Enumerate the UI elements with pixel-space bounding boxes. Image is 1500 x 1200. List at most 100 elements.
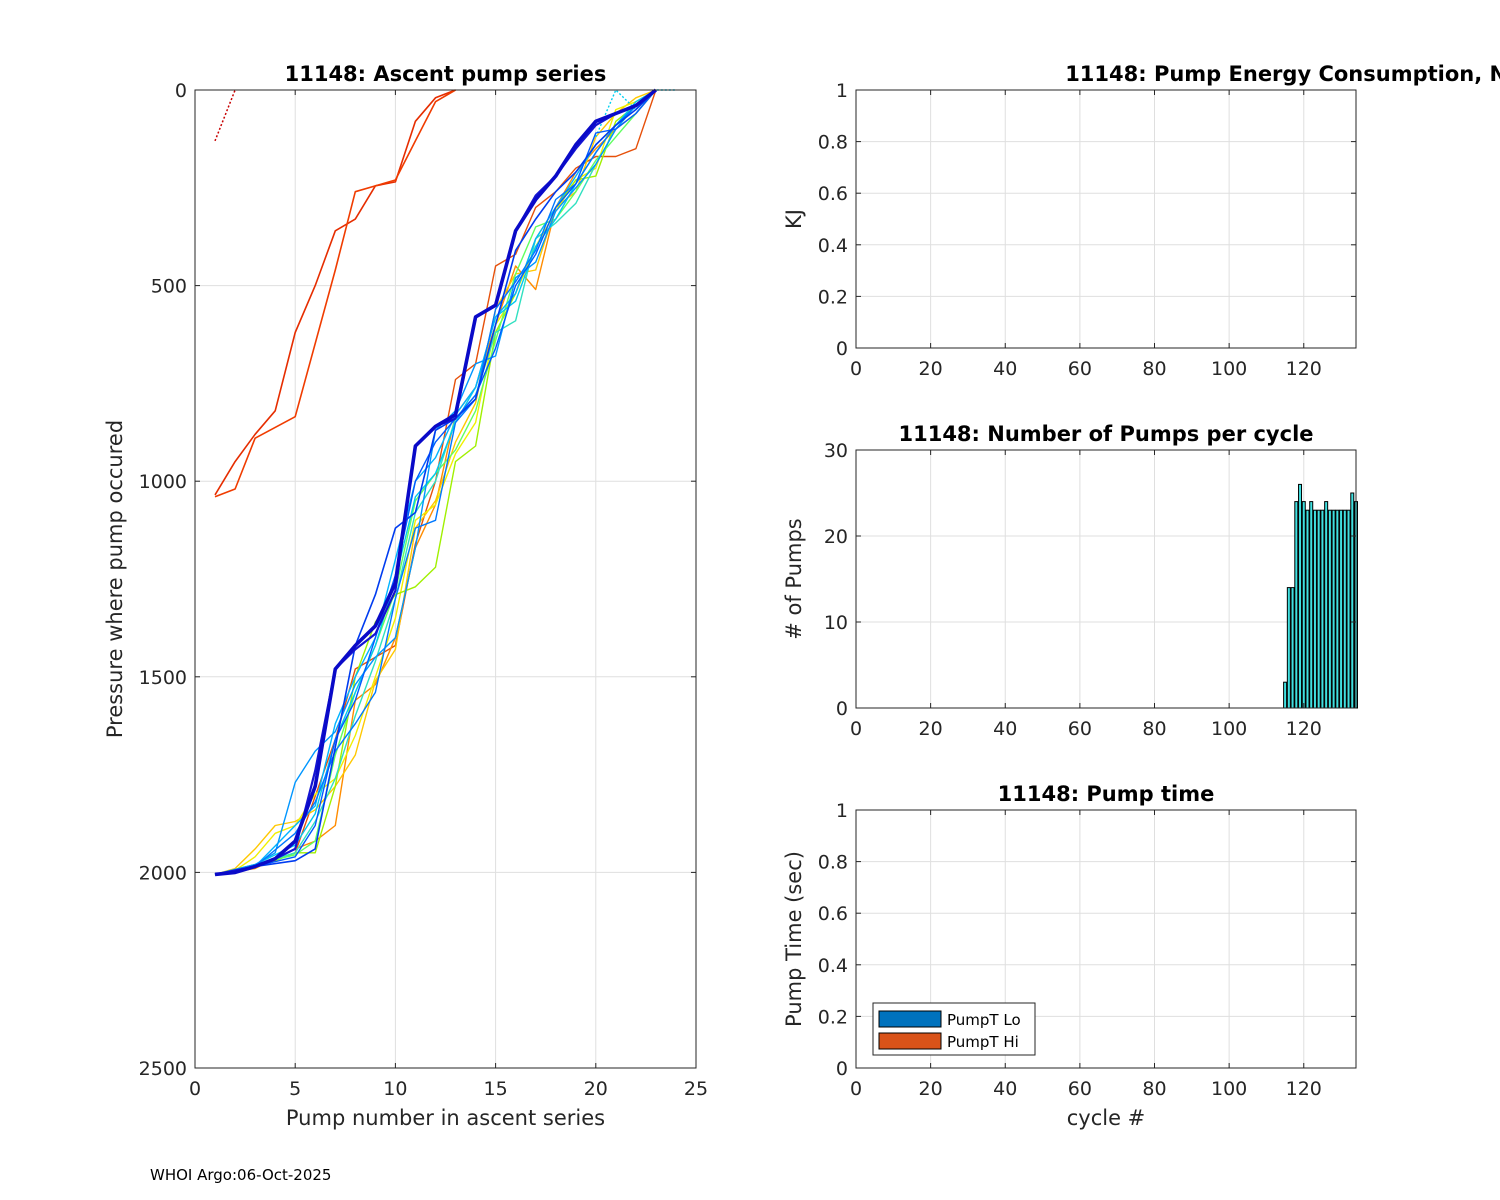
energy-axes-box [855, 89, 1357, 349]
numpumps-y-tick-label: 30 [824, 440, 848, 462]
energy-y-tick-label: 0.8 [818, 132, 848, 154]
energy-x-tick-label: 120 [1286, 358, 1322, 380]
pumptime-y-tick-label: 0.8 [818, 852, 848, 874]
energy-x-tick-label: 80 [1142, 358, 1166, 380]
ascent-x-tick-label: 5 [289, 1078, 301, 1100]
legend-label-lo: PumpT Lo [947, 1011, 1021, 1029]
series-line-cycle-007 [214, 89, 657, 876]
numpumps-bar [1298, 483, 1303, 709]
numpumps-bar [1309, 501, 1314, 709]
numpumps-x-tick-label: 0 [850, 718, 862, 740]
ascent-y-tick-label: 1500 [139, 667, 187, 689]
numpumps-bar [1324, 501, 1329, 709]
ascent-y-tick-label: 1000 [139, 471, 187, 493]
pump-time-chart: 0 20 40 60 80 100 120 0 0.2 0.4 0.6 0.8 1 11148: Pum… [782, 782, 1357, 1130]
ascent-x-tick-label: 10 [383, 1078, 407, 1100]
series-line-cycle-003 [214, 89, 456, 498]
pumptime-x-tick-label: 60 [1068, 1078, 1092, 1100]
numpumps-x-tick-label: 20 [919, 718, 943, 740]
energy-x-tick-label: 100 [1211, 358, 1247, 380]
energy-x-tick-label: 0 [850, 358, 862, 380]
numpumps-x-tick-label: 120 [1286, 718, 1322, 740]
ascent-x-tick-label: 20 [584, 1078, 608, 1100]
numpumps-bar [1301, 501, 1306, 709]
energy-x-tick-label: 20 [919, 358, 943, 380]
energy-chart-title: 11148: Pump Energy Consumption, Net = 0.… [1065, 62, 1500, 86]
numpumps-bar [1339, 509, 1344, 709]
ascent-x-tick-label: 0 [189, 1078, 201, 1100]
ascent-y-tick-label: 0 [175, 80, 187, 102]
numpumps-grid [855, 449, 1356, 709]
series-line-cycle-010 [214, 89, 657, 876]
ascent-pump-series-chart: 0 5 10 15 20 25 0 500 1000 1500 2000 2500 11148: As… [103, 62, 708, 1130]
energy-x-tick-label: 40 [993, 358, 1017, 380]
ascent-x-axis-label: Pump number in ascent series [286, 1106, 605, 1130]
pumptime-x-tick-label: 100 [1211, 1078, 1247, 1100]
numpumps-bar [1350, 492, 1355, 709]
numpumps-bar [1331, 509, 1336, 709]
energy-x-tick-label: 60 [1068, 358, 1092, 380]
pumps-per-cycle-chart: 0 20 40 60 80 100 120 0 10 20 30 11148: Number of … [782, 422, 1359, 740]
energy-grid [855, 89, 1356, 349]
numpumps-bar [1320, 509, 1325, 709]
legend-swatch-lo [878, 1010, 942, 1028]
numpumps-tick-labels: 0 20 40 60 80 100 120 0 10 20 30 [824, 440, 1356, 740]
series-line-cycle-015 [214, 89, 657, 876]
ascent-x-tick-label: 25 [684, 1078, 708, 1100]
pumptime-tick-labels: 0 20 40 60 80 100 120 0 0.2 0.4 0.6 0.8 1 [818, 800, 1356, 1100]
pumptime-y-axis-label: Pump Time (sec) [782, 851, 806, 1027]
numpumps-bar [1283, 681, 1288, 709]
numpumps-bar [1316, 509, 1321, 709]
energy-y-axis-label: KJ [782, 209, 806, 229]
numpumps-bar [1286, 587, 1291, 709]
ascent-x-tick-label: 15 [484, 1078, 508, 1100]
energy-tick-labels: 0 20 40 60 80 100 120 0 0.2 0.4 0.6 0.8 1 [818, 80, 1356, 380]
numpumps-bar [1312, 509, 1317, 709]
pumptime-x-tick-label: 0 [850, 1078, 862, 1100]
pumptime-x-axis-label: cycle # [1067, 1106, 1146, 1130]
pumptime-axes-box [855, 809, 1357, 1069]
ascent-y-tick-label: 2500 [139, 1058, 187, 1080]
numpumps-bars [1283, 483, 1359, 709]
ascent-axes-box [194, 89, 697, 1069]
pumptime-y-tick-label: 0.6 [818, 903, 848, 925]
numpumps-y-axis-label: # of Pumps [782, 518, 806, 640]
numpumps-x-tick-label: 40 [993, 718, 1017, 740]
pumptime-x-tick-label: 120 [1286, 1078, 1322, 1100]
numpumps-y-tick-label: 10 [824, 612, 848, 634]
series-line-cycle-002 [214, 89, 456, 496]
ascent-y-tick-label: 500 [151, 276, 187, 298]
numpumps-bar [1290, 587, 1295, 709]
series-line-cycle-019 [214, 88, 658, 877]
numpumps-y-tick-label: 20 [824, 526, 848, 548]
pumptime-y-tick-label: 0.4 [818, 955, 848, 977]
ascent-y-tick-label: 2000 [139, 862, 187, 884]
numpumps-x-tick-label: 80 [1142, 718, 1166, 740]
pumptime-chart-title: 11148: Pump time [998, 782, 1215, 806]
energy-y-tick-label: 0.2 [818, 286, 848, 308]
numpumps-chart-title: 11148: Number of Pumps per cycle [898, 422, 1313, 446]
footer-stamp: WHOI Argo:06-Oct-2025 [150, 1166, 332, 1184]
legend-swatch-hi [878, 1032, 942, 1050]
pumptime-x-tick-label: 20 [919, 1078, 943, 1100]
pumptime-y-tick-label: 0 [836, 1058, 848, 1080]
numpumps-y-tick-label: 0 [836, 698, 848, 720]
energy-y-tick-label: 1 [836, 80, 848, 102]
numpumps-x-tick-label: 100 [1211, 718, 1247, 740]
pumptime-x-tick-label: 80 [1142, 1078, 1166, 1100]
numpumps-bar [1327, 509, 1332, 709]
ascent-grid [194, 89, 697, 1069]
energy-y-tick-label: 0.6 [818, 183, 848, 205]
pumptime-x-tick-label: 40 [993, 1078, 1017, 1100]
series-line-cycle-001 [214, 89, 236, 142]
ascent-tick-labels: 0 5 10 15 20 25 0 500 1000 1500 2000 2500 [139, 80, 708, 1100]
pumptime-legend: PumpT Lo PumpT Hi [872, 1002, 1036, 1056]
ascent-y-axis-label: Pressure where pump occured [103, 420, 127, 738]
numpumps-bar [1305, 509, 1310, 709]
numpumps-bar [1294, 501, 1299, 709]
numpumps-bar [1342, 509, 1347, 709]
pump-energy-chart: 0 20 40 60 80 100 120 0 0.2 0.4 0.6 0.8 1 11148: Pum… [782, 62, 1500, 380]
ascent-series-lines [214, 88, 676, 877]
energy-y-tick-label: 0.4 [818, 235, 848, 257]
